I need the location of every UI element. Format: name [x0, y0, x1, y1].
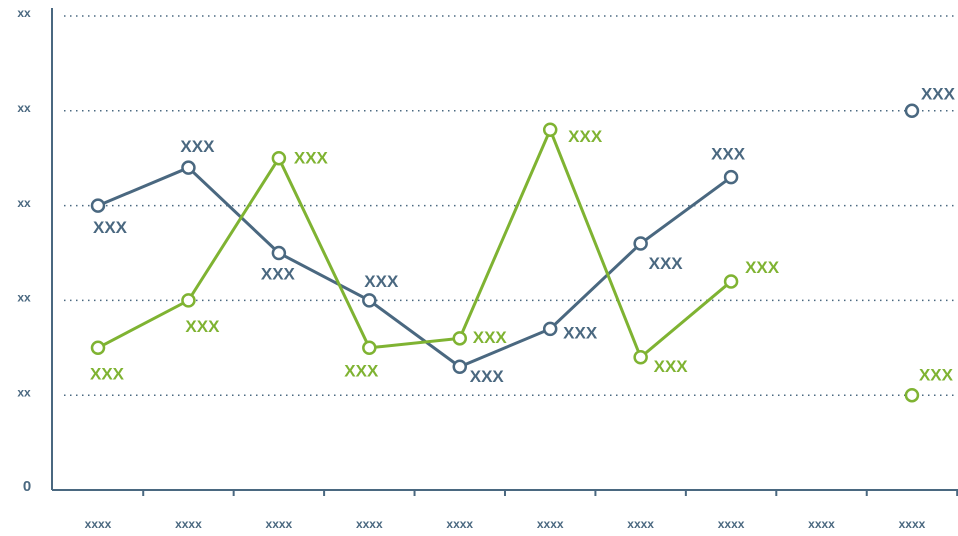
y-tick-label: xx	[17, 196, 31, 210]
x-tick-label: xxxx	[899, 517, 926, 531]
data-label: XXX	[649, 254, 684, 273]
data-label: XXX	[711, 145, 746, 164]
series-line	[97, 125, 733, 360]
point	[181, 160, 196, 175]
point	[90, 198, 106, 213]
y-tick-label: xx	[17, 291, 31, 305]
point	[362, 340, 377, 356]
data-label: XXX	[568, 127, 603, 146]
data-label: XXX	[93, 218, 128, 237]
point	[362, 293, 377, 308]
y-tick-label: xx	[17, 101, 31, 115]
point	[904, 103, 920, 119]
point	[90, 340, 106, 356]
y-tick-label: xx	[17, 6, 31, 20]
data-label: XXX	[470, 367, 505, 386]
data-label: XXX	[185, 317, 220, 336]
data-label: XXX	[294, 149, 329, 168]
point	[542, 321, 558, 337]
point	[633, 350, 648, 365]
data-label: XXX	[90, 364, 125, 383]
x-tick-label: xxxx	[627, 517, 654, 531]
point	[181, 293, 196, 308]
x-tick-label: xxxx	[446, 517, 473, 531]
x-tick-label: xxxx	[537, 517, 564, 531]
point	[723, 274, 739, 289]
x-tick-label: xxxx	[356, 517, 383, 531]
x-tick-label: xxxx	[808, 517, 835, 531]
data-label: XXX	[261, 264, 296, 283]
data-label: XXX	[921, 84, 956, 103]
x-tick-label: xxxx	[175, 517, 202, 531]
point	[542, 122, 558, 138]
data-label: XXX	[745, 258, 780, 277]
series-line	[97, 165, 732, 369]
data-label: XXX	[180, 137, 215, 156]
point	[271, 245, 287, 261]
point	[452, 331, 468, 346]
y-tick-label: 0	[23, 478, 31, 495]
data-label: XXX	[654, 357, 689, 376]
data-label: XXX	[919, 366, 954, 385]
y-tick-label: xx	[17, 385, 31, 399]
data-label: XXX	[364, 272, 399, 291]
point	[452, 359, 468, 375]
data-label: XXX	[563, 323, 598, 342]
point	[904, 387, 920, 403]
x-tick-label: xxxx	[718, 517, 745, 531]
data-label: XXX	[344, 361, 379, 380]
point	[723, 169, 739, 185]
point	[271, 150, 287, 166]
x-tick-label: xxxx	[266, 517, 293, 531]
x-tick-label: xxxx	[85, 517, 112, 531]
point	[633, 236, 648, 251]
data-label: XXX	[473, 328, 508, 347]
